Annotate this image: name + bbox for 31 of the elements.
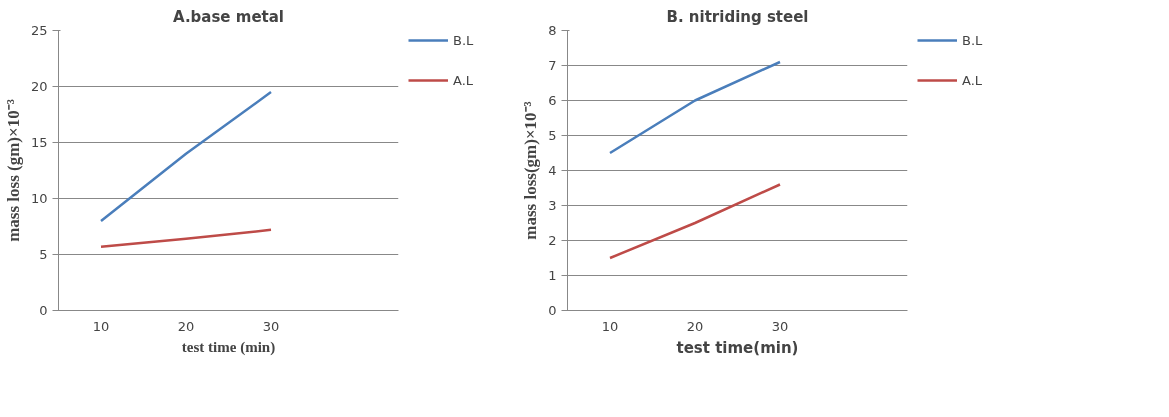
x-tick-label: 20	[177, 318, 195, 334]
legend-label: B.L	[962, 32, 983, 48]
x-axis-title: test time(min)	[676, 338, 799, 357]
legend-label: B.L	[453, 32, 474, 48]
y-tick-label: 5	[39, 247, 48, 262]
x-axis-title: test time (min)	[181, 338, 276, 356]
y-tick-label: 6	[548, 93, 557, 108]
y-tick-label: 3	[548, 198, 557, 213]
x-tick-label: 20	[686, 318, 704, 334]
legend-label: A.L	[453, 72, 474, 88]
legend-label: A.L	[962, 72, 983, 88]
y-tick-label: 0	[39, 303, 48, 318]
y-tick-label: 15	[30, 135, 48, 150]
y-tick-label: 2	[548, 233, 557, 248]
y-tick-label: 5	[548, 128, 557, 143]
chart-title: B. nitriding steel	[666, 7, 809, 26]
x-tick-label: 30	[262, 318, 280, 334]
y-tick-label: 10	[30, 191, 48, 206]
y-tick-label: 4	[548, 163, 557, 178]
y-tick-label: 20	[30, 79, 48, 94]
y-tick-label: 0	[548, 303, 557, 318]
x-tick-label: 10	[601, 318, 619, 334]
y-axis-title: mass loss(gm)×10⁻³	[521, 101, 541, 240]
y-tick-label: 1	[548, 268, 557, 283]
y-axis-title: mass loss (gm)×10⁻³	[3, 99, 23, 242]
y-tick-label: 8	[548, 23, 557, 38]
y-tick-label: 7	[548, 58, 557, 73]
chart-title: A.base metal	[173, 7, 285, 26]
y-tick-label: 25	[30, 23, 48, 38]
x-tick-label: 10	[92, 318, 110, 334]
x-tick-label: 30	[771, 318, 789, 334]
